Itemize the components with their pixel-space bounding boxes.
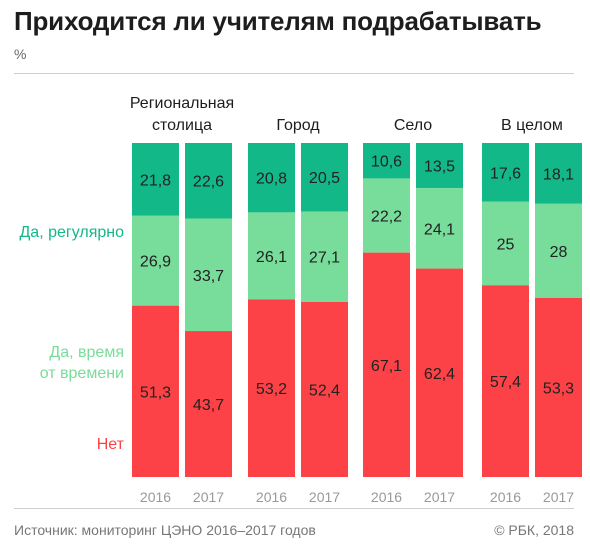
bar-segment	[363, 178, 410, 253]
data-label: 10,6	[371, 154, 402, 171]
data-label: 53,3	[543, 380, 574, 397]
bar-segment	[535, 297, 582, 477]
data-label: 52,4	[309, 382, 340, 399]
chart-title: Приходится ли учителям подрабатывать	[14, 6, 542, 36]
group-label: В целом	[501, 117, 563, 134]
legend-item: Да, время от времени	[39, 344, 124, 382]
bar-segment	[301, 211, 348, 302]
data-label: 26,1	[256, 249, 287, 266]
year-tick-label: 2016	[371, 489, 402, 505]
bottom-divider	[14, 508, 574, 509]
year-tick-label: 2016	[490, 489, 521, 505]
bar-segment	[185, 218, 232, 332]
bar-segment	[132, 143, 179, 216]
data-label: 22,2	[371, 209, 402, 226]
data-label: 51,3	[140, 384, 171, 401]
data-label: 20,8	[256, 171, 287, 188]
bar-segment	[363, 252, 410, 477]
year-tick-label: 2017	[424, 489, 455, 505]
data-label: 62,4	[424, 366, 455, 383]
year-tick-label: 2016	[256, 489, 287, 505]
data-label: 17,6	[490, 165, 521, 182]
bar-segment	[416, 143, 463, 189]
top-divider	[14, 73, 574, 74]
legend-item: Нет	[96, 436, 124, 453]
bar-segment	[363, 143, 410, 179]
bar-segment	[416, 268, 463, 477]
bar-segment	[185, 143, 232, 219]
group-label: Региональная столица	[129, 95, 235, 134]
bar-segment	[301, 301, 348, 477]
bar-segment	[248, 143, 295, 213]
year-tick-label: 2017	[193, 489, 224, 505]
data-label: 43,7	[193, 397, 224, 414]
data-label: 53,2	[256, 381, 287, 398]
bar-segment	[132, 215, 179, 306]
legend-item: Да, регулярно	[19, 224, 124, 241]
data-label: 18,1	[543, 166, 574, 183]
bar-segment	[535, 143, 582, 204]
data-label: 25	[497, 237, 515, 254]
data-label: 26,9	[140, 254, 171, 271]
data-label: 33,7	[193, 268, 224, 285]
unit-label: %	[14, 46, 27, 62]
data-label: 13,5	[424, 159, 455, 176]
bar-segment	[482, 143, 529, 202]
data-label: 22,6	[193, 174, 224, 191]
bar-segment	[301, 143, 348, 212]
data-label: 28	[550, 244, 568, 261]
data-label: 20,5	[309, 170, 340, 187]
year-tick-label: 2017	[309, 489, 340, 505]
copyright: © РБК, 2018	[494, 522, 574, 538]
data-label: 67,1	[371, 358, 402, 375]
source-note: Источник: мониторинг ЦЭНО 2016–2017 годо…	[14, 522, 316, 538]
bar-segment	[416, 188, 463, 269]
data-label: 57,4	[490, 374, 521, 391]
data-label: 27,1	[309, 250, 340, 267]
year-tick-label: 2016	[140, 489, 171, 505]
bar-segment	[535, 203, 582, 298]
group-label: Село	[393, 117, 433, 134]
year-tick-label: 2017	[543, 489, 574, 505]
data-label: 21,8	[140, 172, 171, 189]
bar-segment	[185, 331, 232, 477]
bar-segment	[482, 201, 529, 286]
group-label: Город	[276, 117, 320, 134]
bar-segment	[248, 212, 295, 300]
bar-segment	[482, 285, 529, 477]
bar-segment	[132, 305, 179, 477]
data-label: 24,1	[424, 221, 455, 238]
bar-segment	[248, 299, 295, 477]
